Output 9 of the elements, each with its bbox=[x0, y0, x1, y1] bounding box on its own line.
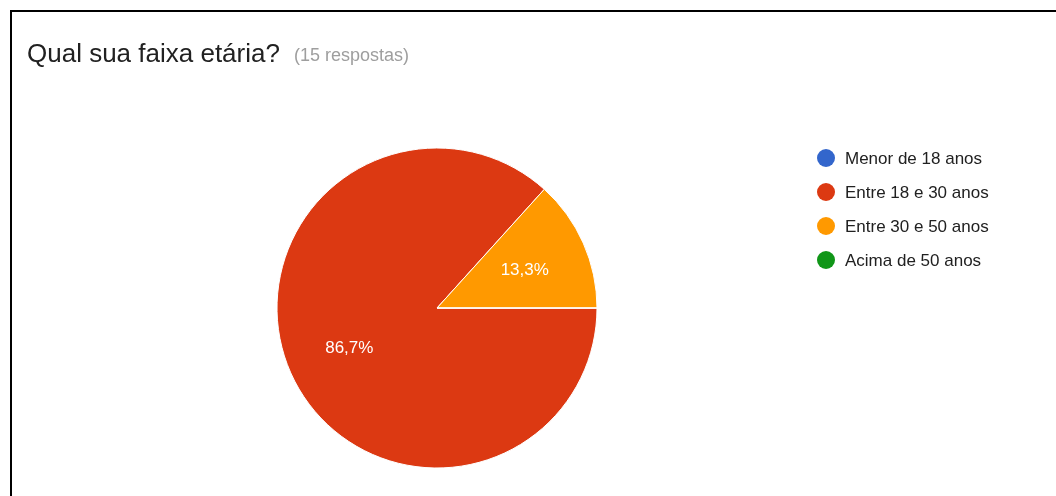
legend-label: Entre 18 e 30 anos bbox=[845, 183, 989, 202]
legend-label: Menor de 18 anos bbox=[845, 149, 983, 168]
pie-slice bbox=[276, 147, 598, 469]
data-label: 86,7% bbox=[325, 337, 374, 357]
data-label: 13,3% bbox=[500, 260, 549, 280]
chart-subtitle: (15 respostas) bbox=[293, 45, 409, 65]
chart-title: Qual sua faixa etária? bbox=[27, 38, 280, 68]
legend-label: Acima de 50 anos bbox=[845, 251, 982, 270]
legend-label: Entre 30 e 50 anos bbox=[845, 217, 989, 236]
